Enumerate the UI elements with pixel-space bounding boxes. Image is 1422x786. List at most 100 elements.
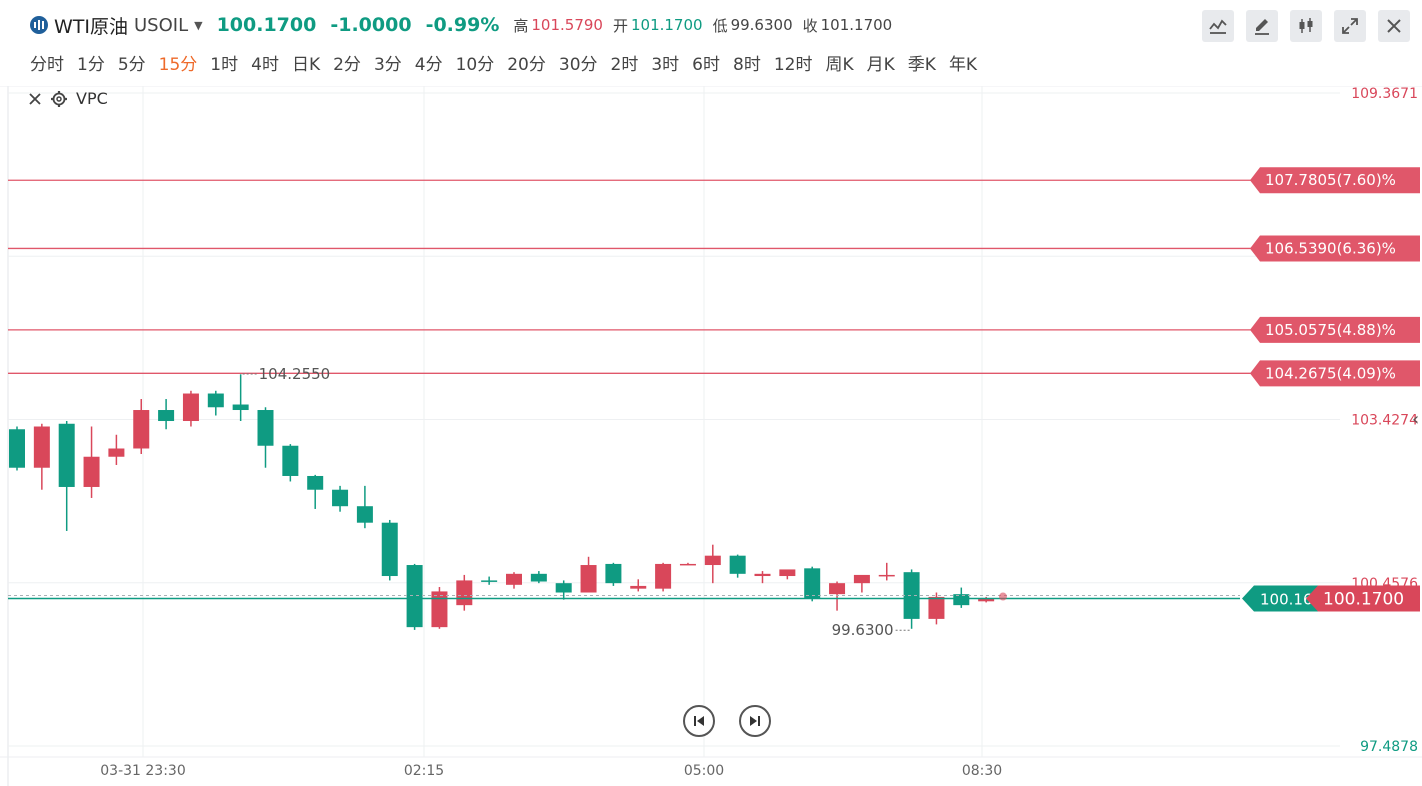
candle-body[interactable] [456,580,473,606]
symbol-name[interactable]: WTI原油 [54,15,128,38]
low-label: 低 [712,16,728,35]
candle-body[interactable] [406,565,423,628]
candle-body[interactable] [679,563,696,566]
candle-body[interactable] [83,456,100,487]
skip-forward-icon [750,716,760,726]
candle-body[interactable] [754,573,771,577]
candle-body[interactable] [282,445,299,476]
symbol-code[interactable]: USOIL [134,14,189,36]
skip-back-icon [694,716,704,726]
candle-body[interactable] [829,583,846,595]
candle-body[interactable] [779,569,796,577]
candle-body[interactable] [878,574,895,577]
timeframe-19[interactable]: 月K [866,55,895,75]
timeframe-8[interactable]: 3分 [373,55,402,75]
close-chart-button[interactable] [1378,10,1410,42]
candle-body[interactable] [630,585,647,589]
candle-body[interactable] [530,573,547,582]
price-change: -1.0000 [330,14,412,36]
timeframe-14[interactable]: 3时 [651,55,680,75]
timeframe-4[interactable]: 1时 [210,55,239,75]
line-chart-button[interactable] [1202,10,1234,42]
timeframe-18[interactable]: 周K [825,55,854,75]
live-price-dot [999,592,1007,601]
price-alert-flag[interactable] [1250,316,1420,343]
collapse-axis-icon: ‹ [1412,409,1419,430]
timeframe-2[interactable]: 5分 [117,55,146,75]
timeframe-0[interactable]: 分时 [30,55,64,75]
candlestick-type-button[interactable] [1290,10,1322,42]
timeframe-10[interactable]: 10分 [455,55,495,75]
candle-body[interactable] [655,563,672,589]
price-alert-label: 104.2675(4.09)% [1265,364,1396,382]
open-value: 101.1700 [630,16,703,34]
line-chart-icon [1209,19,1227,34]
price-alert-flag[interactable] [1250,167,1420,194]
candle-body[interactable] [729,555,746,574]
timeframe-15[interactable]: 6时 [692,55,720,75]
timeframe-13[interactable]: 2时 [610,55,639,75]
candle-body[interactable] [804,568,821,599]
timeframe-9[interactable]: 4分 [414,55,443,75]
price-alert-label: 105.0575(4.88)% [1265,321,1396,339]
scroll-to-start-button[interactable] [683,705,715,737]
timeframe-bar: 分时 1分 5分 15分 1时 4时 日K 2分 3分 4分 10分 20分 30分 2时 3时 6时 8时 12… [30,50,990,75]
candle-body[interactable] [58,423,75,487]
candle-body[interactable] [307,475,324,490]
last-price-label: 100.1700 [1323,590,1404,610]
chevron-down-icon[interactable]: ▼ [194,18,203,32]
timeframe-21[interactable]: 年K [948,55,978,75]
candle-body[interactable] [332,489,349,507]
last-price-flag[interactable] [1306,585,1420,612]
candle-body[interactable] [555,583,572,593]
candle-body[interactable] [182,393,199,422]
candle-body[interactable] [133,410,150,449]
chart-toolbar [1202,10,1410,42]
candlestick-chart[interactable]: 109.3671106.3972103.4274100.457697.48780… [0,86,1422,786]
price-alert-label: 107.7805(7.60)% [1265,171,1396,189]
draw-tool-button[interactable] [1246,10,1278,42]
candle-body[interactable] [33,426,50,468]
timeframe-1[interactable]: 1分 [77,55,105,75]
candle-body[interactable] [356,506,373,523]
indicator-legend: VPC [28,89,108,108]
candle-body[interactable] [928,596,945,619]
candle-body[interactable] [903,572,920,619]
timeframe-12[interactable]: 30分 [558,55,598,75]
candle-body[interactable] [257,410,274,446]
candle-body[interactable] [580,565,597,593]
candle-body[interactable] [381,522,398,577]
timeframe-16[interactable]: 8时 [733,55,761,75]
bar-chart-logo-icon [30,16,48,34]
candle-body[interactable] [953,594,970,606]
candle-body[interactable] [605,563,622,584]
timeframe-3[interactable]: 15分 [158,55,198,75]
candle-body[interactable] [158,410,175,422]
indicator-name[interactable]: VPC [76,89,108,108]
close-icon[interactable] [28,92,42,106]
gear-icon[interactable] [50,90,68,108]
candle-body[interactable] [431,591,448,628]
timeframe-5[interactable]: 4时 [251,55,279,75]
candle-body[interactable] [978,598,995,602]
candle-body[interactable] [704,555,721,566]
candle-body[interactable] [506,573,522,585]
max-price-marker: 104.2550 [259,365,331,383]
candle-body[interactable] [232,404,249,411]
scroll-to-end-button[interactable] [739,705,771,737]
timeframe-7[interactable]: 2分 [333,55,361,75]
candle-body[interactable] [481,580,498,582]
open-label: 开 [612,16,628,35]
candle-body[interactable] [207,393,224,408]
candle-body[interactable] [9,429,25,468]
timeframe-6[interactable]: 日K [291,55,321,75]
timeframe-11[interactable]: 20分 [507,55,546,75]
timeframe-17[interactable]: 12时 [773,55,813,75]
candle-body[interactable] [853,574,870,584]
price-alert-flag[interactable] [1250,235,1420,262]
high-label: 高 [513,16,529,35]
price-alert-flag[interactable] [1250,360,1420,387]
candle-body[interactable] [108,448,125,457]
timeframe-20[interactable]: 季K [907,55,936,75]
fullscreen-button[interactable] [1334,10,1366,42]
